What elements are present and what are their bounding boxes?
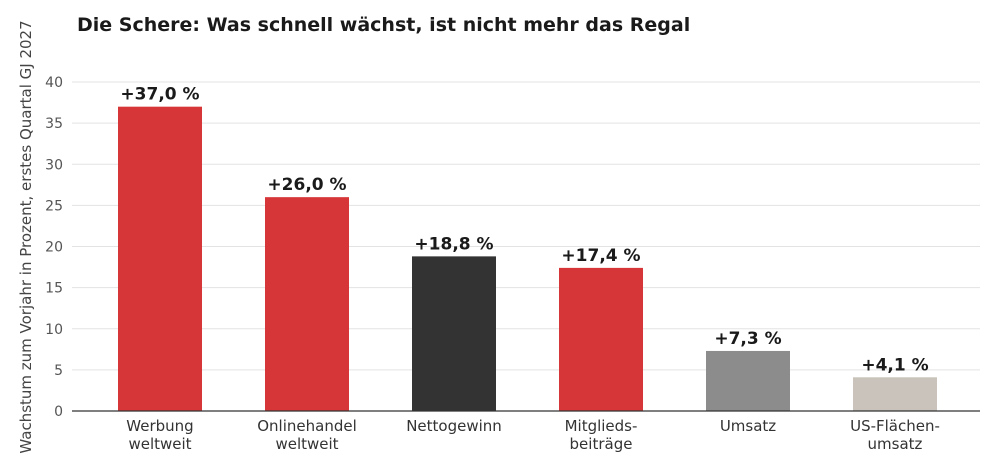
x-tick-label: beiträge <box>570 435 633 453</box>
x-tick-label: umsatz <box>868 435 923 453</box>
y-tick-label: 15 <box>45 281 63 297</box>
data-label: +7,3 % <box>714 329 781 349</box>
y-tick-label: 30 <box>45 157 63 173</box>
bar <box>118 106 202 412</box>
x-tick-label: Onlinehandel <box>257 417 357 435</box>
data-label: +18,8 % <box>414 234 493 254</box>
y-axis-title: Wachstum zum Vorjahr in Prozent, erstes … <box>17 20 35 453</box>
bars-layer <box>118 106 937 412</box>
x-tick-label: Nettogewinn <box>406 417 502 435</box>
y-tick-label: 10 <box>45 322 63 338</box>
data-label: +17,4 % <box>561 246 640 266</box>
grid-layer <box>72 81 980 371</box>
bar <box>706 350 790 411</box>
data-label: +4,1 % <box>861 355 928 375</box>
chart-title: Die Schere: Was schnell wächst, ist nich… <box>77 14 691 36</box>
data-label: +37,0 % <box>120 85 199 105</box>
x-tick-label: Umsatz <box>720 417 776 435</box>
x-tick-label: Werbung <box>126 417 193 435</box>
y-tick-label: 40 <box>45 75 63 91</box>
bar <box>412 256 496 411</box>
y-tick-label: 20 <box>45 240 63 256</box>
x-tick-label: weltweit <box>128 435 191 453</box>
bar <box>265 197 349 411</box>
y-tick-label: 0 <box>54 404 63 420</box>
y-tick-label: 35 <box>45 116 63 132</box>
y-tick-label: 5 <box>54 363 63 379</box>
x-tick-label: US-Flächen- <box>850 417 940 435</box>
x-tick-label: Mitglieds- <box>565 417 638 435</box>
bar <box>853 377 937 411</box>
data-label: +26,0 % <box>267 175 346 195</box>
y-tick-label: 25 <box>45 198 63 214</box>
bar <box>559 267 643 411</box>
x-tick-label: weltweit <box>275 435 338 453</box>
